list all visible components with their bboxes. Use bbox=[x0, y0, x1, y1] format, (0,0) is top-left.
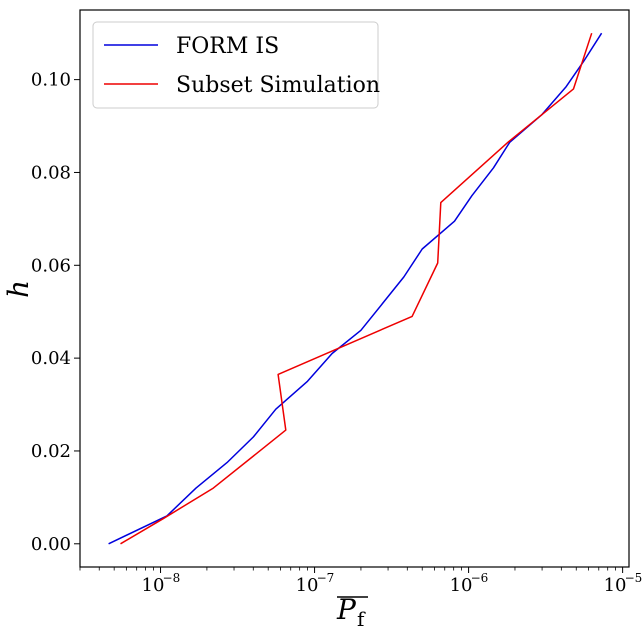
y-tick-label: 0.10 bbox=[31, 70, 71, 91]
x-tick-label-base: 10 bbox=[450, 575, 473, 596]
y-axis-ticks: 0.00 0.02 0.04 0.06 0.08 0.10 bbox=[31, 70, 80, 555]
y-tick-label: 0.06 bbox=[31, 255, 71, 276]
y-tick-label: 0.02 bbox=[31, 441, 71, 462]
x-tick-label-exponent: −6 bbox=[471, 571, 489, 585]
x-axis-label: P f bbox=[336, 593, 368, 629]
legend: FORM IS Subset Simulation bbox=[92, 21, 380, 109]
series-line-subset-simulation bbox=[120, 32, 593, 545]
x-axis-label-main: P bbox=[336, 593, 357, 626]
x-tick-label-base: 10 bbox=[604, 575, 627, 596]
x-tick-label: 10−6 bbox=[450, 571, 489, 596]
x-tick-label: 10−8 bbox=[142, 571, 181, 596]
x-tick-label: 10−5 bbox=[604, 571, 643, 596]
y-tick-label: 0.00 bbox=[31, 534, 71, 555]
x-tick-label-base: 10 bbox=[296, 575, 319, 596]
legend-label-form-is: FORM IS bbox=[176, 34, 279, 59]
legend-box bbox=[92, 21, 379, 109]
x-tick-label-exponent: −8 bbox=[163, 571, 181, 585]
x-tick-label-base: 10 bbox=[142, 575, 165, 596]
y-axis-label: h bbox=[2, 280, 35, 298]
x-axis-label-subscript: f bbox=[357, 607, 366, 629]
x-axis-ticks: 10−8 10−7 10−6 10−5 bbox=[79, 567, 643, 596]
y-tick-label: 0.04 bbox=[31, 348, 71, 369]
series-line-form-is bbox=[108, 32, 603, 545]
x-tick-label: 10−7 bbox=[296, 571, 335, 596]
plot-frame bbox=[79, 9, 630, 568]
x-tick-label-exponent: −5 bbox=[625, 571, 643, 585]
y-tick-label: 0.08 bbox=[31, 162, 71, 183]
series-layer bbox=[108, 32, 603, 545]
legend-label-subset-simulation: Subset Simulation bbox=[176, 73, 380, 98]
x-tick-label-exponent: −7 bbox=[317, 571, 335, 585]
